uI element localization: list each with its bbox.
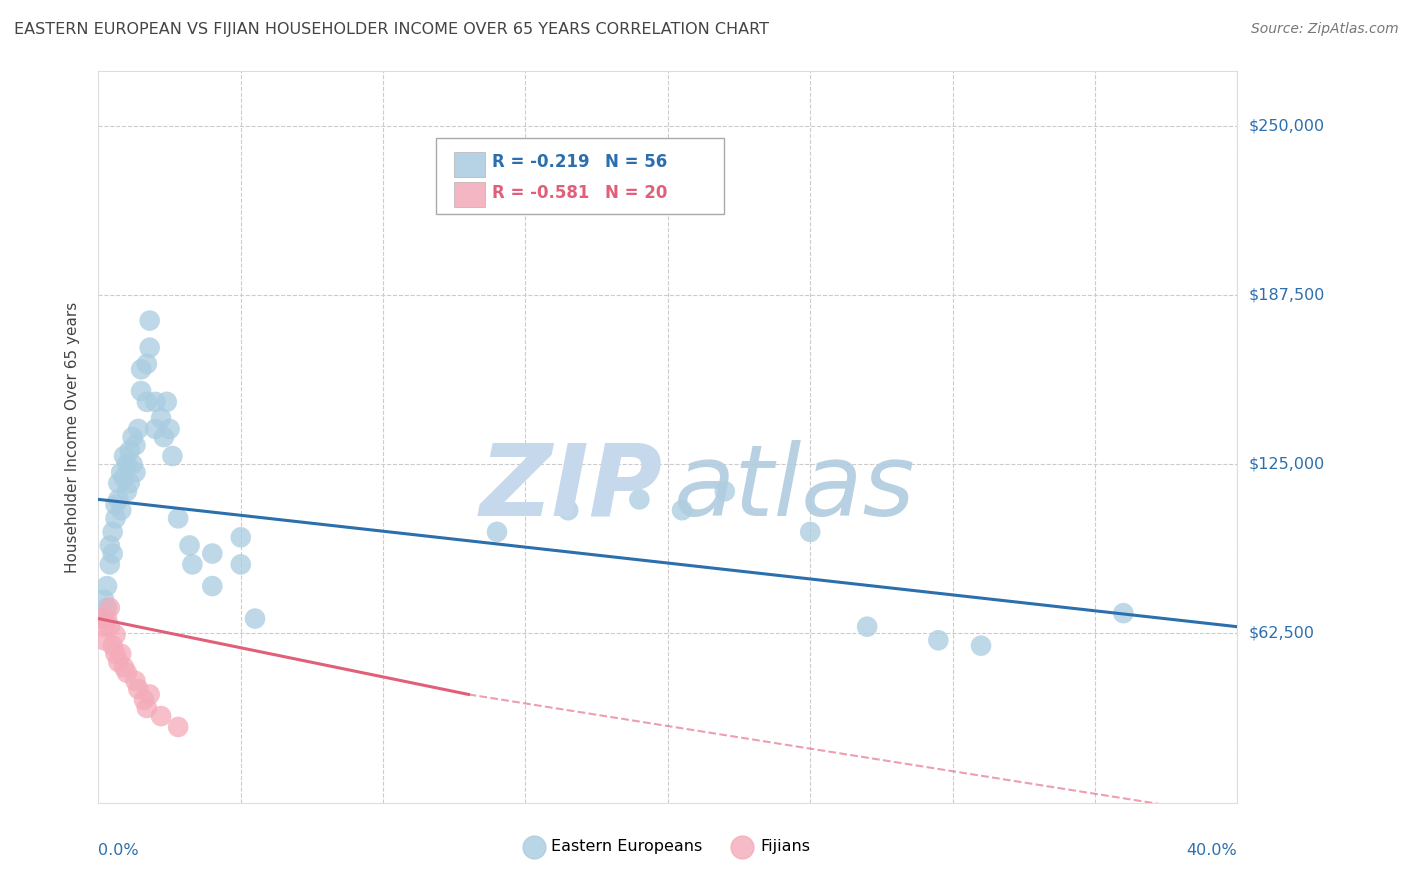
Text: R = -0.219: R = -0.219: [492, 153, 589, 171]
Point: [104, 647, 127, 661]
Text: R = -0.581: R = -0.581: [492, 184, 589, 202]
Point: [135, 701, 157, 715]
Point: [110, 503, 132, 517]
Point: [107, 492, 129, 507]
Point: [118, 476, 141, 491]
Point: [101, 639, 124, 653]
Text: atlas: atlas: [673, 440, 915, 537]
Point: [93, 620, 115, 634]
Point: [156, 395, 179, 409]
Point: [138, 313, 160, 327]
Text: EASTERN EUROPEAN VS FIJIAN HOUSEHOLDER INCOME OVER 65 YEARS CORRELATION CHART: EASTERN EUROPEAN VS FIJIAN HOUSEHOLDER I…: [14, 22, 769, 37]
Point: [112, 449, 135, 463]
Point: [121, 430, 143, 444]
Point: [127, 422, 149, 436]
Point: [927, 633, 949, 648]
Point: [98, 538, 121, 552]
Point: [243, 611, 266, 625]
Point: [145, 422, 167, 436]
Point: [628, 492, 651, 507]
Point: [115, 484, 138, 499]
Point: [129, 362, 152, 376]
Point: [112, 471, 135, 485]
Point: [124, 465, 146, 479]
Point: [799, 524, 821, 539]
Point: [201, 547, 224, 561]
Point: [714, 484, 737, 499]
Point: [104, 628, 127, 642]
Point: [107, 655, 129, 669]
Point: [127, 681, 149, 696]
Point: [93, 633, 115, 648]
Text: ZIP: ZIP: [479, 440, 662, 537]
Y-axis label: Householder Income Over 65 years: Householder Income Over 65 years: [65, 301, 80, 573]
Point: [96, 611, 118, 625]
Point: [124, 438, 146, 452]
Point: [96, 579, 118, 593]
Text: $125,000: $125,000: [1249, 457, 1324, 472]
Point: [112, 660, 135, 674]
Point: [101, 524, 124, 539]
Point: [181, 558, 204, 572]
Point: [93, 592, 115, 607]
Point: [90, 611, 112, 625]
Point: [162, 449, 184, 463]
Point: [153, 430, 176, 444]
Text: $62,500: $62,500: [1249, 626, 1315, 641]
Point: [98, 558, 121, 572]
Text: $250,000: $250,000: [1249, 118, 1324, 133]
Point: [129, 384, 152, 398]
Point: [167, 720, 190, 734]
Point: [110, 647, 132, 661]
Text: 0.0%: 0.0%: [98, 843, 139, 858]
Text: Source: ZipAtlas.com: Source: ZipAtlas.com: [1251, 22, 1399, 37]
Text: N = 20: N = 20: [605, 184, 666, 202]
Point: [486, 524, 509, 539]
Point: [671, 503, 693, 517]
Point: [159, 422, 181, 436]
Point: [856, 620, 879, 634]
Point: [150, 411, 173, 425]
Point: [124, 673, 146, 688]
Point: [179, 538, 201, 552]
Point: [93, 611, 115, 625]
Point: [557, 503, 579, 517]
Point: [229, 558, 252, 572]
Point: [104, 511, 127, 525]
Point: [107, 476, 129, 491]
Legend: Eastern Europeans, Fijians: Eastern Europeans, Fijians: [519, 833, 817, 861]
Point: [118, 443, 141, 458]
Point: [132, 693, 155, 707]
Point: [98, 620, 121, 634]
Point: [145, 395, 167, 409]
Point: [98, 600, 121, 615]
Point: [150, 709, 173, 723]
Point: [110, 465, 132, 479]
Point: [135, 357, 157, 371]
Text: 40.0%: 40.0%: [1187, 843, 1237, 858]
Point: [115, 457, 138, 471]
Point: [229, 530, 252, 544]
Point: [115, 665, 138, 680]
Point: [1112, 606, 1135, 620]
Point: [138, 688, 160, 702]
Text: N = 56: N = 56: [605, 153, 666, 171]
Point: [135, 395, 157, 409]
Point: [104, 498, 127, 512]
Point: [121, 457, 143, 471]
Point: [167, 511, 190, 525]
Point: [201, 579, 224, 593]
Point: [96, 600, 118, 615]
Point: [138, 341, 160, 355]
Point: [970, 639, 993, 653]
Text: $187,500: $187,500: [1249, 287, 1324, 302]
Point: [101, 547, 124, 561]
